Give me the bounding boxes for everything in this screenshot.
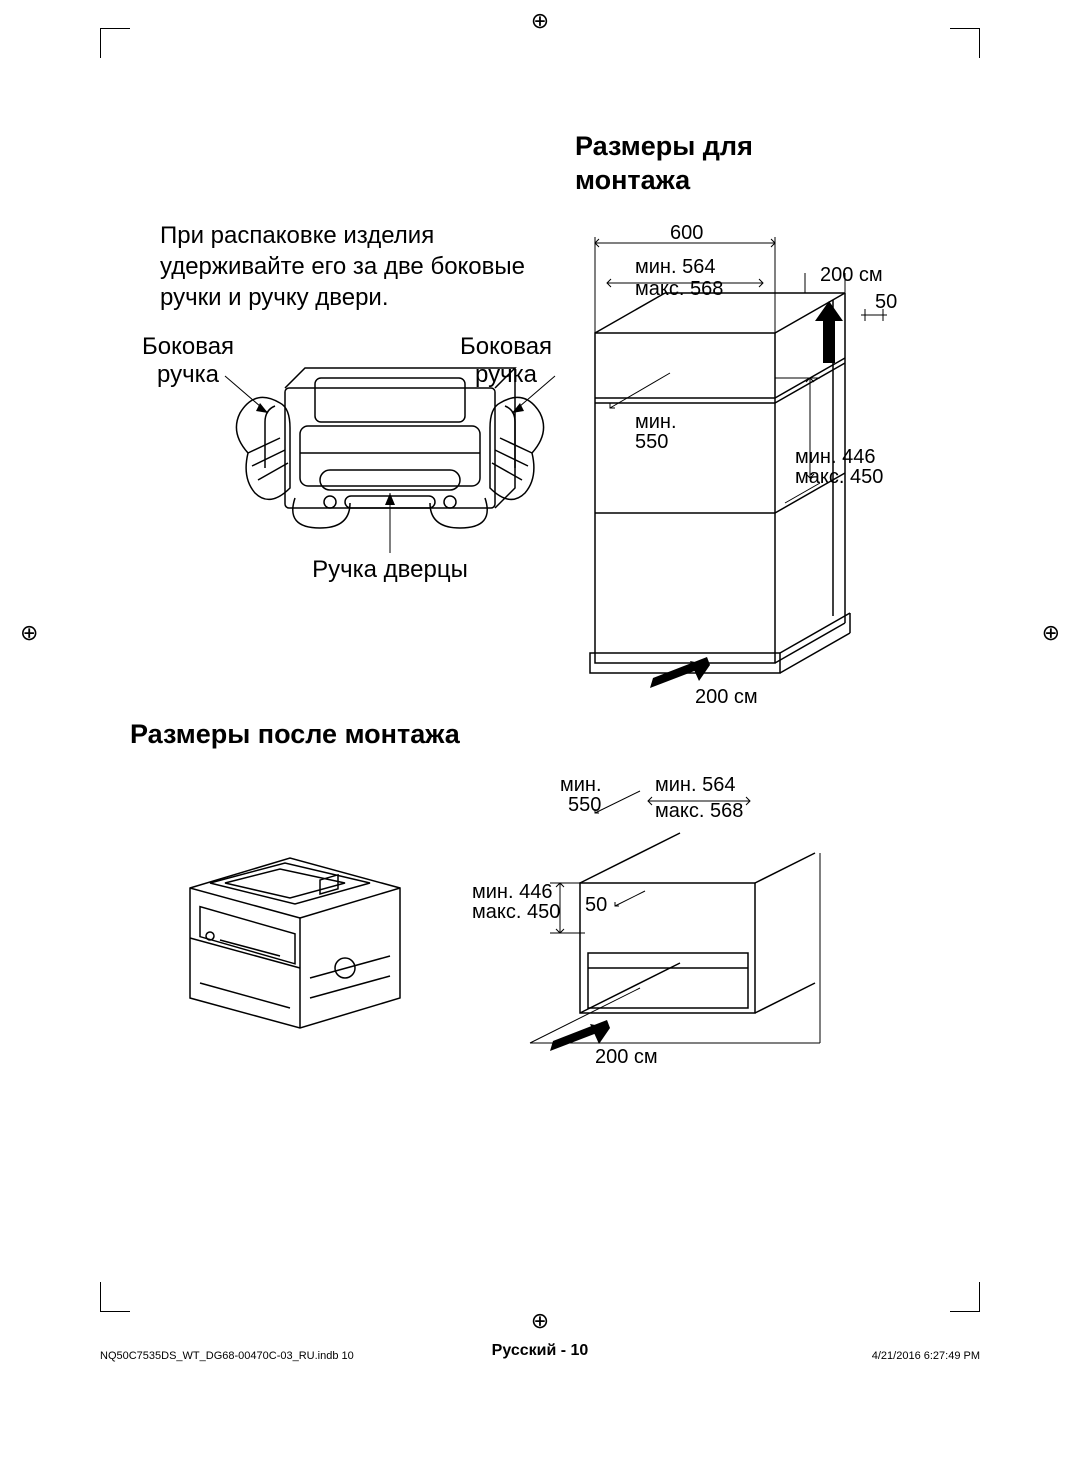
dim-200cm2-bottom: 200 см2 bbox=[695, 686, 758, 708]
page-footer-left: NQ50C7535DS_WT_DG68-00470C-03_RU.indb 10 bbox=[100, 1350, 354, 1362]
page-footer-right: 4/21/2016 6:27:49 PM bbox=[872, 1350, 980, 1362]
after-dim-min446: мин. 446 bbox=[472, 881, 552, 903]
title-after-dims: Размеры после монтажа bbox=[130, 718, 460, 752]
cabinet-diagram: 600 мин. 564 макс. 568 200 см2 50 мин. 5… bbox=[575, 203, 975, 713]
dim-max568: макс. 568 bbox=[635, 278, 723, 300]
regmark-left: ⊕ bbox=[20, 620, 38, 646]
dim-min550: мин. bbox=[635, 411, 677, 433]
after-dim-min550a: мин. bbox=[560, 774, 602, 796]
after-dim-max568: макс. 568 bbox=[655, 800, 743, 822]
dim-50-top: 50 bbox=[875, 291, 897, 313]
after-dim-min550b: 550 bbox=[568, 794, 601, 816]
unpack-instructions: При распаковке изделия удерживайте его з… bbox=[160, 220, 570, 314]
after-dim-max450: макс. 450 bbox=[472, 901, 560, 923]
after-dim-min564: мин. 564 bbox=[655, 774, 735, 796]
label-side-handle-left: Боковаяручка bbox=[142, 333, 234, 389]
after-dim-200cm2: 200 см2 bbox=[595, 1046, 658, 1068]
oven-carry-illustration bbox=[230, 358, 550, 558]
label-door-handle: Ручка дверцы bbox=[260, 556, 520, 584]
svg-text:550: 550 bbox=[635, 431, 668, 453]
dim-min446: мин. 446 bbox=[795, 446, 875, 468]
after-dim-50: 50 bbox=[585, 894, 607, 916]
dim-min564: мин. 564 bbox=[635, 256, 715, 278]
after-mount-diagram: мин. 550 мин. 564 макс. 568 мин. 446 мак… bbox=[420, 763, 840, 1083]
dim-max450: макс. 450 bbox=[795, 466, 883, 488]
page-footer-center: Русский - 10 bbox=[492, 1342, 589, 1360]
oven-iso-illustration bbox=[170, 828, 420, 1038]
dim-200cm2-top: 200 см2 bbox=[820, 264, 883, 286]
title-mount-dims: Размеры длямонтажа bbox=[575, 130, 753, 198]
dim-600: 600 bbox=[670, 222, 703, 244]
regmark-right: ⊕ bbox=[1042, 620, 1060, 646]
